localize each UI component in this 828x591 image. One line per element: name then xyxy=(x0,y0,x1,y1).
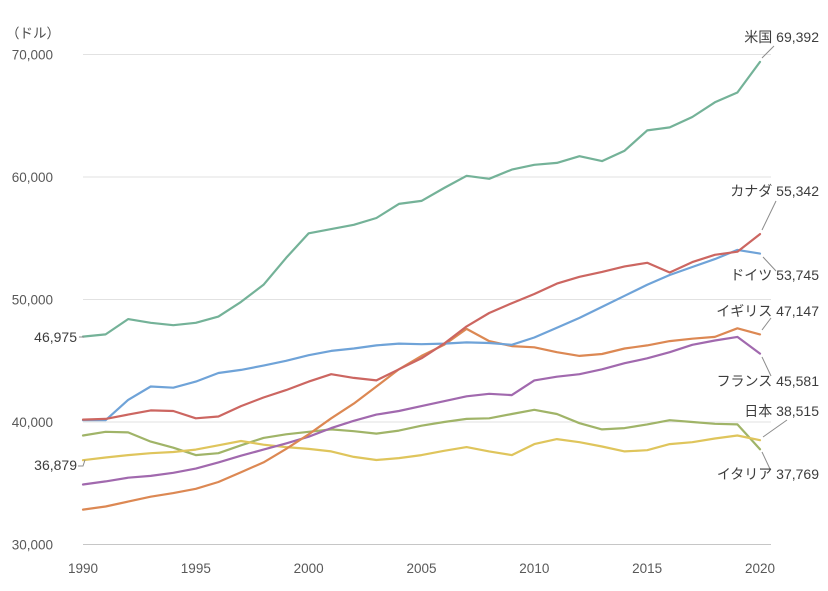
series-label-germany: ドイツ 53,745 xyxy=(730,267,819,283)
x-tick-1990: 1990 xyxy=(68,561,98,576)
series-label-france: フランス 45,581 xyxy=(717,373,820,389)
series-label-italy: イタリア 37,769 xyxy=(717,466,819,482)
y-tick-50000: 50,000 xyxy=(12,293,53,308)
line-us xyxy=(81,60,762,338)
line-italy xyxy=(81,408,762,457)
x-tick-2010: 2010 xyxy=(519,561,549,576)
annotation-us-start: 46,975 xyxy=(34,329,77,345)
leader-line-france xyxy=(761,356,772,377)
line-uk xyxy=(81,327,762,511)
leader-line-japan xyxy=(762,419,788,438)
annotation-japan-start: 36,879 xyxy=(34,457,77,473)
x-tick-1995: 1995 xyxy=(181,561,211,576)
y-tick-70000: 70,000 xyxy=(12,48,53,63)
x-tick-2015: 2015 xyxy=(632,561,662,576)
series-label-japan: 日本 38,515 xyxy=(744,403,819,419)
x-tick-2020: 2020 xyxy=(745,561,775,576)
leader-line-canada xyxy=(761,200,777,231)
series-label-uk: イギリス 47,147 xyxy=(716,303,819,319)
leader-line-italy xyxy=(761,451,771,470)
line-japan xyxy=(81,434,762,462)
line-canada xyxy=(81,233,762,421)
y-tick-30000: 30,000 xyxy=(12,538,53,553)
line-france xyxy=(81,335,762,486)
x-tick-2005: 2005 xyxy=(406,561,436,576)
y-tick-60000: 60,000 xyxy=(12,170,53,185)
leader-line-us xyxy=(761,45,775,59)
x-tick-2000: 2000 xyxy=(294,561,324,576)
series-label-us: 米国 69,392 xyxy=(744,29,819,45)
leader-line-uk xyxy=(761,317,772,331)
line-germany xyxy=(81,248,762,422)
annotation-tick-japan-start xyxy=(78,459,86,467)
y-axis-unit-label: （ドル） xyxy=(6,26,60,41)
y-tick-40000: 40,000 xyxy=(12,415,53,430)
series-label-canada: カナダ 55,342 xyxy=(730,183,819,199)
leader-line-germany xyxy=(762,256,777,272)
